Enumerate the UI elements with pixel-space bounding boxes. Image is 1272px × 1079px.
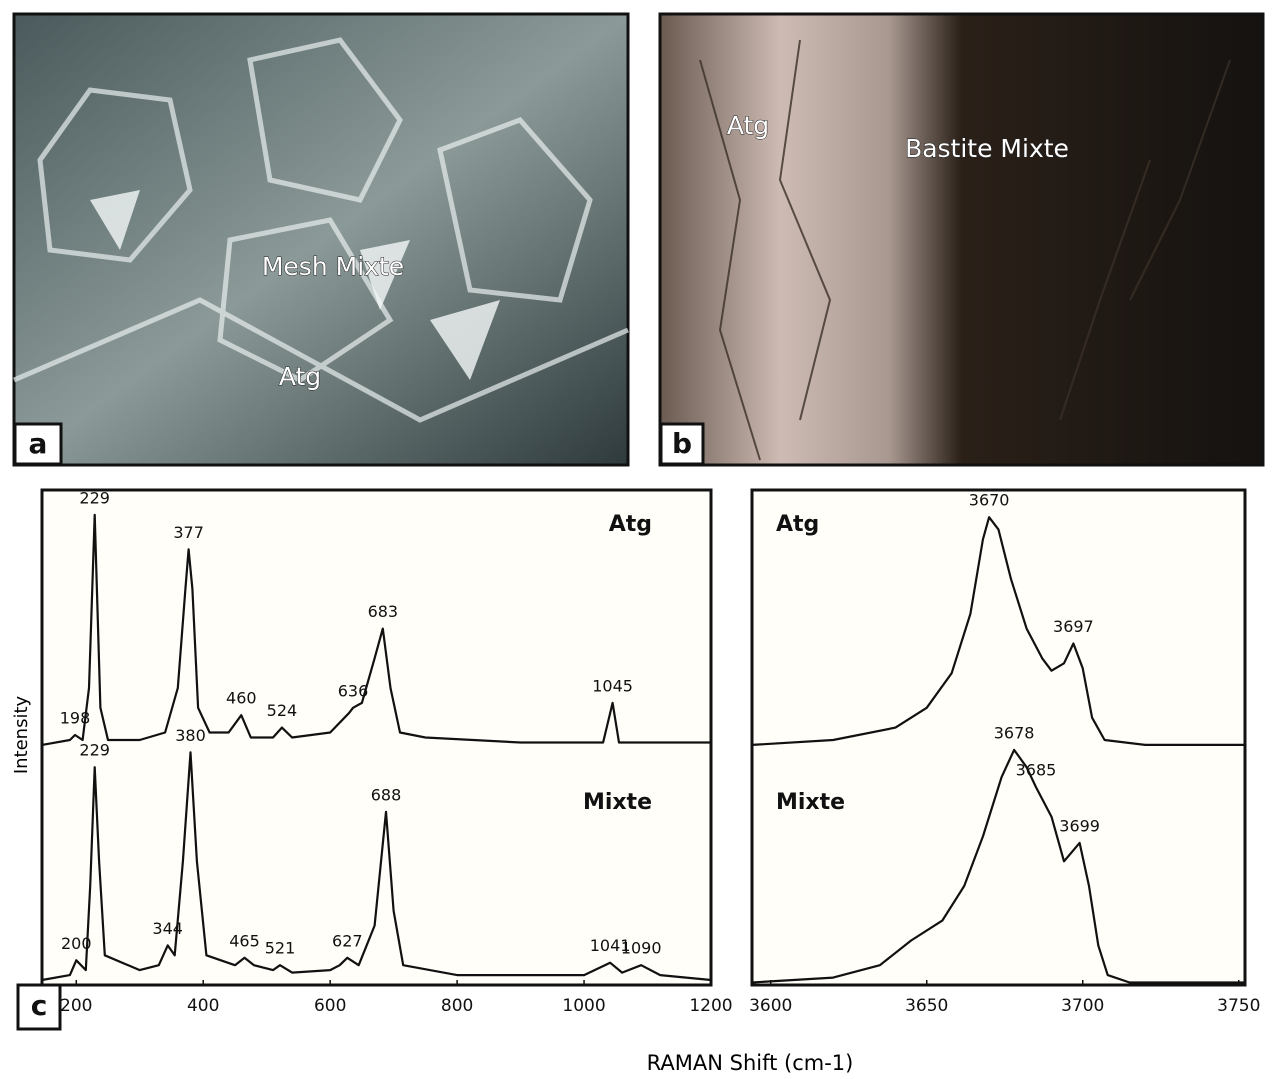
peak-label: 200 [61,934,92,953]
photo-a: a Mesh Mixte Atg [12,12,630,467]
x-tick-label: 200 [60,996,92,1016]
peak-label: 3697 [1053,617,1094,636]
y-axis-label: Intensity [11,695,32,774]
photo-b: b Atg Bastite Mixte [658,12,1265,467]
peak-label: 465 [229,931,260,950]
x-tick-label: 3650 [905,996,948,1016]
x-tick-label: 600 [314,996,346,1016]
peak-label: 521 [265,939,296,958]
peak-label: 3685 [1016,761,1057,780]
panel-letter-box [16,983,62,1031]
peak-label: 683 [368,602,399,621]
peak-label: 229 [79,741,110,760]
panel-letter: c [31,989,48,1022]
x-tick-label: 800 [441,996,473,1016]
spectrum-line [751,748,1245,984]
chart-frame [40,488,713,987]
photo-label: Bastite Mixte [905,134,1069,163]
peak-label: 3670 [969,491,1010,510]
photo-label: Atg [279,362,321,391]
series-label: Atg [609,512,652,537]
x-tick-label: 400 [187,996,219,1016]
spectrum-line [41,513,711,746]
peak-label: 627 [332,931,363,950]
peak-label: 1041 [590,936,631,955]
spectrum-line [751,516,1245,746]
panel-letter: b [672,427,692,460]
peak-label: 1090 [621,939,662,958]
x-tick-label: 1200 [689,996,732,1016]
peak-label: 3678 [994,723,1035,742]
peak-label: 688 [371,785,402,804]
peak-label: 3699 [1059,816,1100,835]
peak-label: 377 [173,523,204,542]
x-tick-label: 3700 [1061,996,1104,1016]
photo-label: Mesh Mixte [262,252,404,281]
peak-label: 229 [79,488,110,507]
photo-label: Atg [727,111,769,140]
peak-label: 380 [175,726,206,745]
series-label: Atg [776,512,819,537]
series-label: Mixte [776,790,845,815]
x-tick-label: 3750 [1217,996,1260,1016]
x-axis-label: RAMAN Shift (cm-1) [647,1051,854,1075]
spectrum-line [41,751,712,982]
peak-label: 344 [152,919,183,938]
peak-label: 636 [338,681,369,700]
series-label: Mixte [583,790,652,815]
peak-label: 524 [267,701,298,720]
x-tick-label: 3600 [749,996,792,1016]
peak-label: 198 [60,709,91,728]
panel-letter: a [29,427,48,460]
chart-frame [750,488,1247,987]
x-tick-label: 1000 [562,996,605,1016]
peak-label: 460 [226,689,257,708]
peak-label: 1045 [592,676,633,695]
